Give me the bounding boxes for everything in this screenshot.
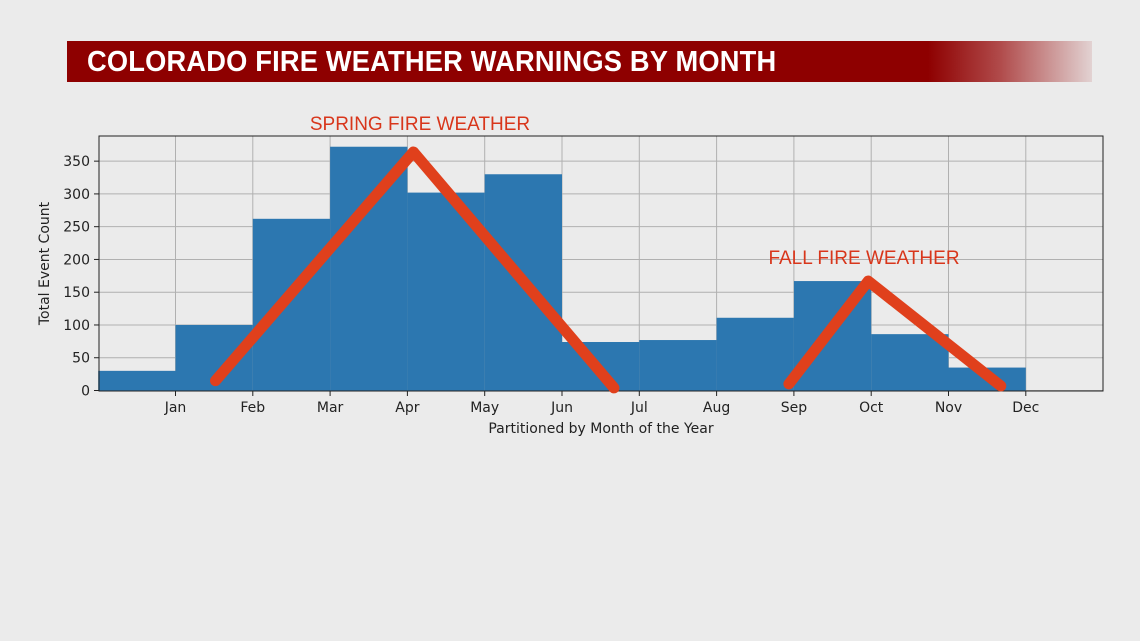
x-tick-label: Aug <box>703 400 730 416</box>
bar-mar <box>252 218 331 391</box>
y-tick-label: 150 <box>63 285 90 301</box>
x-tick-label: May <box>470 400 499 416</box>
x-tick-label: Sep <box>781 400 808 416</box>
x-tick-label: Apr <box>395 400 419 416</box>
spring-trend-line <box>210 146 620 394</box>
bar-sep <box>716 317 794 391</box>
y-tick-label: 300 <box>63 187 90 203</box>
chart-title: COLORADO FIRE WEATHER WARNINGS BY MONTH <box>87 46 777 78</box>
y-axis-label: Total Event Count <box>37 201 53 326</box>
fall-trend-line <box>783 275 1007 392</box>
x-tick-label: Jun <box>550 400 573 416</box>
bar-nov <box>871 334 949 391</box>
spring-annotation: SPRING FIRE WEATHER <box>310 114 530 135</box>
y-tick-label: 100 <box>63 318 90 334</box>
y-tick-label: 0 <box>81 384 90 400</box>
bar-jan <box>98 370 176 391</box>
y-tick-label: 50 <box>72 351 90 367</box>
bar-aug <box>639 340 717 391</box>
x-tick-label: Mar <box>317 400 344 416</box>
x-tick-label: Nov <box>935 400 962 416</box>
fall-annotation: FALL FIRE WEATHER <box>768 248 959 269</box>
x-tick-label: Feb <box>240 400 265 416</box>
title-banner: COLORADO FIRE WEATHER WARNINGS BY MONTH <box>67 41 1092 82</box>
x-tick-label: Dec <box>1012 400 1039 416</box>
trend-lines <box>210 146 1007 394</box>
x-axis-label: Partitioned by Month of the Year <box>488 421 714 437</box>
bar-apr <box>330 146 408 391</box>
y-tick-label: 200 <box>63 252 90 268</box>
x-tick-label: Oct <box>859 400 884 416</box>
y-tick-label: 350 <box>63 154 90 170</box>
plot-frame <box>98 135 1104 392</box>
x-tick-label: Jan <box>164 400 187 416</box>
y-tick-label: 250 <box>63 220 90 236</box>
x-tick-label: Jul <box>630 400 648 416</box>
ticks: 0 50 100 150 200 250 300 350 Jan Feb Mar Apr May Jun J… <box>63 154 1039 416</box>
